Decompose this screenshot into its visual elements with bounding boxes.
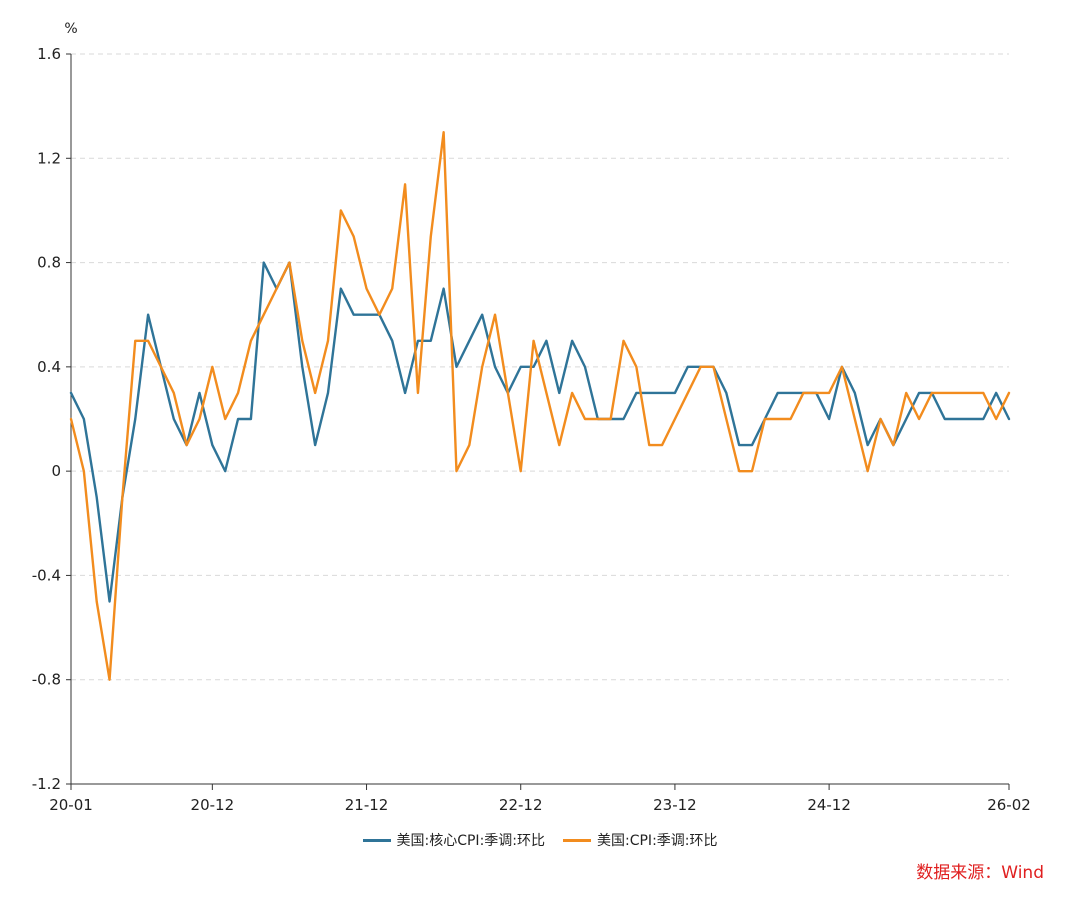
x-tick-label: 21-12 <box>345 796 389 814</box>
legend-item-cpi[interactable]: 美国:CPI:季调:环比 <box>563 830 718 850</box>
legend-swatch-cpi <box>563 838 591 842</box>
x-tick-label: 22-12 <box>499 796 543 814</box>
legend-item-core-cpi[interactable]: 美国:核心CPI:季调:环比 <box>362 830 546 850</box>
y-tick-label: 1.6 <box>37 45 61 63</box>
x-tick-label: 20-01 <box>49 796 93 814</box>
series-line-0 <box>69 261 1011 603</box>
x-tick-label: 24-12 <box>807 796 851 814</box>
line-chart: % 1.6 1.2 0.8 0.4 0 -0.4 -0.8 -1.2 20-01 20-12 21-… <box>32 21 1031 814</box>
series-lines <box>69 131 1011 681</box>
legend-label-core-cpi: 美国:核心CPI:季调:环比 <box>396 833 546 849</box>
x-tick-label: 23-12 <box>653 796 697 814</box>
series-line-1 <box>69 131 1011 681</box>
x-tick-label: 26-02 <box>987 796 1031 814</box>
legend-label-cpi: 美国:CPI:季调:环比 <box>597 833 718 849</box>
source-note: 数据来源：Wind <box>916 863 1044 883</box>
y-tick-label: -0.4 <box>32 566 61 584</box>
y-tick-label: 0.8 <box>37 254 61 272</box>
y-tick-label: 0 <box>51 462 61 480</box>
legend: 美国:核心CPI:季调:环比 美国:CPI:季调:环比 <box>0 826 1080 854</box>
y-tick-label: -1.2 <box>32 775 61 793</box>
legend-swatch-core-cpi <box>362 838 391 842</box>
y-axis-unit: % <box>64 21 77 37</box>
x-tick-label: 20-12 <box>191 796 235 814</box>
y-tick-label: 0.4 <box>37 358 61 376</box>
y-tick-label: 1.2 <box>37 149 61 167</box>
y-tick-label: -0.8 <box>32 671 61 689</box>
axes: % 1.6 1.2 0.8 0.4 0 -0.4 -0.8 -1.2 20-01 20-12 21-… <box>32 21 1031 814</box>
